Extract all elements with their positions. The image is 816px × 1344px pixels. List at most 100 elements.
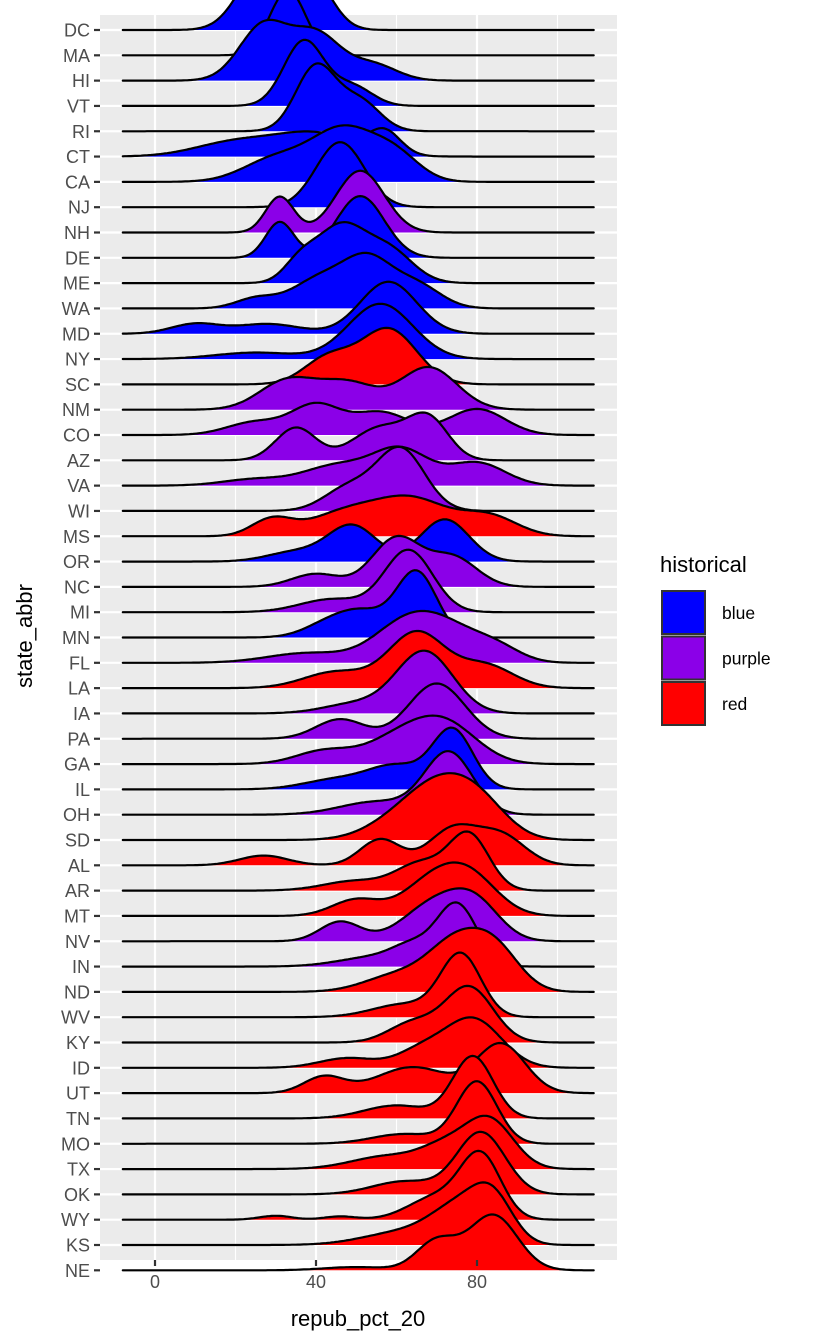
- y-tick-label: MT: [64, 906, 90, 926]
- ridge-fill: [122, 446, 594, 511]
- legend-label-red: red: [722, 694, 747, 714]
- ridge-fill: [122, 495, 594, 537]
- y-tick-label: DE: [65, 248, 90, 268]
- ridge-fill: [122, 727, 594, 790]
- ridge-fill: [122, 0, 594, 30]
- x-axis-title: repub_pct_20: [291, 1306, 426, 1331]
- ridge-fill: [122, 446, 594, 486]
- ridge-fill: [122, 715, 594, 765]
- y-tick-label: NH: [64, 223, 90, 243]
- y-tick-label: AL: [68, 856, 90, 876]
- y-tick-label: ND: [64, 982, 90, 1002]
- x-axis: 0 40 80: [150, 1260, 487, 1292]
- ridge-fill: [122, 19, 594, 81]
- ridge-outline: [121, 1130, 595, 1196]
- ridge-outline: [121, 141, 595, 209]
- ridge-outline: [121, 772, 595, 842]
- y-tick-label: VT: [67, 96, 90, 116]
- ridge-outline: [121, 548, 595, 614]
- ridge-nc: [121, 534, 595, 588]
- ridge-ms: [121, 494, 595, 538]
- y-tick-label: RI: [72, 122, 90, 142]
- ridge-co: [121, 401, 595, 437]
- ridge-pa: [121, 682, 595, 740]
- ridge-fill: [122, 402, 594, 435]
- y-tick-label: ME: [63, 274, 90, 294]
- ridge-fill: [122, 222, 594, 284]
- y-axis-title: state_abbr: [12, 584, 37, 688]
- y-tick-label: ID: [72, 1058, 90, 1078]
- ridge-outline: [121, 1181, 595, 1247]
- y-tick-label: IN: [72, 957, 90, 977]
- x-tick-label: 40: [306, 1272, 326, 1292]
- y-tick-label: VA: [67, 476, 90, 496]
- ridge-outline: [121, 830, 595, 892]
- y-tick-label: WY: [61, 1210, 90, 1230]
- ridge-dc: [121, 0, 595, 32]
- ridge-outline: [121, 951, 595, 1019]
- ridge-outline: [121, 629, 595, 690]
- ridge-fill: [122, 1017, 594, 1068]
- ridge-mn: [121, 569, 595, 639]
- ridge-fill: [122, 683, 594, 739]
- ridge-fl: [121, 609, 595, 664]
- ridge-fill: [122, 1214, 594, 1271]
- ridge-outline: [121, 62, 595, 133]
- ridge-outline: [121, 401, 595, 437]
- y-tick-label: AR: [65, 881, 90, 901]
- ridge-outline: [121, 609, 595, 664]
- y-tick-label: NJ: [68, 198, 90, 218]
- y-tick-label: MA: [63, 46, 90, 66]
- y-tick-label: HI: [72, 71, 90, 91]
- ridge-me: [121, 221, 595, 285]
- ridge-or: [121, 518, 595, 563]
- ridge-wi: [121, 445, 595, 512]
- ridge-fill: [122, 631, 594, 689]
- y-tick-label: PA: [67, 729, 90, 749]
- y-tick-label: TX: [67, 1160, 90, 1180]
- y-tick-label: IL: [75, 780, 90, 800]
- ridge-outline: [121, 569, 595, 639]
- y-tick-label: IA: [73, 704, 90, 724]
- y-axis: DC MA HI VT RI CT CA NJ NH DE ME WA MD NY SC NM CO AZ VA WI…: [61, 21, 100, 1281]
- ridge-outline: [121, 411, 595, 462]
- y-tick-label: DC: [64, 21, 90, 41]
- y-tick-label: GA: [64, 755, 90, 775]
- ridge-outline: [121, 1080, 595, 1145]
- ridge-outline: [121, 682, 595, 740]
- ridge-outline: [121, 124, 595, 183]
- ridge-outline: [121, 365, 595, 411]
- y-tick-label: AZ: [67, 451, 90, 471]
- ridge-outline: [121, 445, 595, 487]
- y-tick-label: SC: [65, 375, 90, 395]
- y-tick-label: FL: [69, 653, 90, 673]
- y-tick-label: LA: [68, 679, 90, 699]
- ridge-va: [121, 445, 595, 487]
- ridge-outline: [121, 221, 595, 285]
- ridge-ny: [121, 302, 595, 361]
- ridge-ri: [121, 62, 595, 133]
- ridge-outline: [121, 195, 595, 259]
- ridge-outline: [121, 1041, 595, 1095]
- ridge-ia: [121, 649, 595, 715]
- ridge-outline: [121, 534, 595, 588]
- ridge-az: [121, 411, 595, 462]
- legend-label-blue: blue: [722, 603, 755, 623]
- y-tick-label: MD: [62, 324, 90, 344]
- y-tick-label: NV: [65, 932, 90, 952]
- ridge-il: [121, 726, 595, 791]
- ridge-fill: [122, 252, 594, 309]
- ridge-ga: [121, 714, 595, 766]
- ridge-wa: [121, 251, 595, 310]
- ridge-outline: [121, 1213, 595, 1272]
- ridge-outline: [121, 169, 595, 234]
- ridge-la: [121, 629, 595, 690]
- ridge-outline: [121, 823, 595, 867]
- y-tick-label: CA: [65, 172, 90, 192]
- y-tick-label: KS: [66, 1236, 90, 1256]
- y-tick-label: NE: [65, 1261, 90, 1281]
- y-tick-label: SD: [65, 831, 90, 851]
- ridge-outline: [121, 861, 595, 917]
- ridge-vt: [121, 38, 595, 107]
